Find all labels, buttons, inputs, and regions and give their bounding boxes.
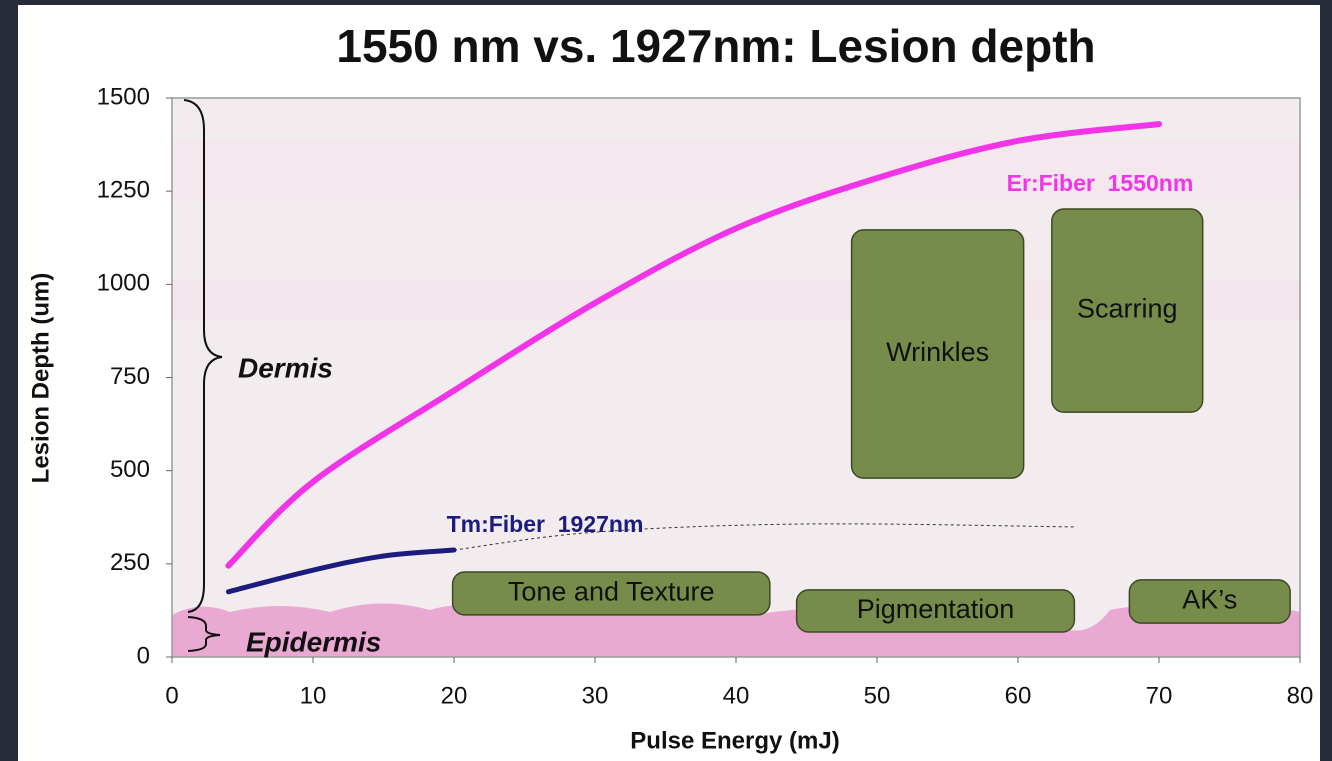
x-tick-label: 40 bbox=[723, 682, 750, 709]
x-tick-label: 60 bbox=[1005, 682, 1032, 709]
region-label: Tone and Texture bbox=[508, 577, 715, 607]
y-axis-label: Lesion Depth (um) bbox=[27, 273, 54, 484]
region-label: AK’s bbox=[1182, 585, 1237, 615]
x-tick-label: 0 bbox=[165, 682, 178, 709]
region-label: Pigmentation bbox=[857, 594, 1015, 624]
x-tick-label: 10 bbox=[300, 682, 327, 709]
y-tick-label: 250 bbox=[110, 549, 150, 576]
region-label: Scarring bbox=[1077, 294, 1178, 324]
chart: 1550 nm vs. 1927nm: Lesion depth Pulse E… bbox=[0, 0, 1332, 761]
x-tick-label: 30 bbox=[582, 682, 609, 709]
chart-title: 1550 nm vs. 1927nm: Lesion depth bbox=[336, 20, 1095, 72]
y-tick-label: 0 bbox=[137, 642, 150, 669]
y-tick-label: 750 bbox=[110, 363, 150, 390]
x-tick-label: 20 bbox=[441, 682, 468, 709]
y-tick-label: 1000 bbox=[97, 270, 150, 297]
x-tick-label: 70 bbox=[1146, 682, 1173, 709]
region-label: Wrinkles bbox=[886, 337, 989, 367]
y-tick-label: 1500 bbox=[97, 83, 150, 110]
page: {"chart_data": { "type": "line", "title"… bbox=[0, 0, 1332, 761]
series-label: Er:Fiber 1550nm bbox=[1007, 170, 1194, 196]
y-tick-label: 500 bbox=[110, 456, 150, 483]
y-tick-label: 1250 bbox=[97, 177, 150, 204]
layer-label: Dermis bbox=[238, 352, 333, 383]
series-label: Tm:Fiber 1927nm bbox=[447, 511, 644, 537]
x-axis-label: Pulse Energy (mJ) bbox=[630, 727, 839, 754]
x-tick-label: 50 bbox=[864, 682, 891, 709]
x-tick-label: 80 bbox=[1287, 682, 1314, 709]
layer-label: Epidermis bbox=[246, 626, 381, 657]
